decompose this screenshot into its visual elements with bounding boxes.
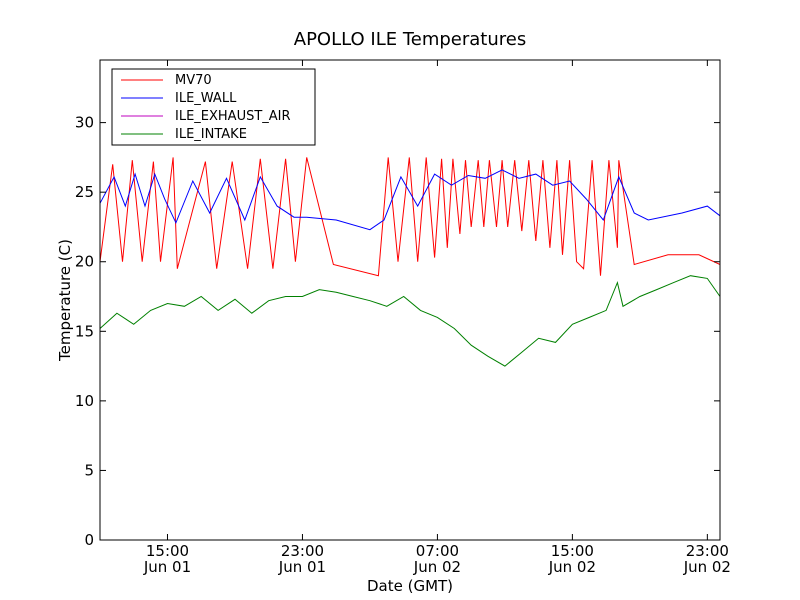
y-tick-label: 10 <box>75 392 94 410</box>
y-tick-label: 15 <box>75 322 94 340</box>
y-tick-label: 30 <box>75 114 94 132</box>
y-tick-label: 5 <box>84 461 94 479</box>
legend-label: ILE_WALL <box>175 91 237 106</box>
legend-label: MV70 <box>175 73 212 88</box>
x-tick-label: 23:00 <box>686 542 729 560</box>
x-axis-label: Date (GMT) <box>367 577 453 595</box>
y-axis-label: Temperature (C) <box>56 239 74 362</box>
x-tick-label: 15:00 <box>146 542 189 560</box>
series-line-ile-wall <box>99 169 721 231</box>
x-tick-label-date: Jun 02 <box>413 558 461 576</box>
y-tick-label: 20 <box>75 253 94 271</box>
series-line-ile-intake <box>99 275 721 367</box>
x-tick-label: 15:00 <box>551 542 594 560</box>
legend-box <box>111 68 316 146</box>
plot-frame <box>99 59 721 541</box>
legend-label: ILE_INTAKE <box>175 127 247 142</box>
series-layer <box>99 157 721 367</box>
y-tick-label: 25 <box>75 183 94 201</box>
x-tick-label-date: Jun 02 <box>548 558 596 576</box>
x-tick-label-date: Jun 01 <box>143 558 191 576</box>
x-tick-label: 23:00 <box>281 542 324 560</box>
chart-title: APOLLO ILE Temperatures <box>294 29 526 50</box>
y-tick-label: 0 <box>84 531 94 549</box>
legend-label: ILE_EXHAUST_AIR <box>175 109 291 124</box>
x-tick-label-date: Jun 02 <box>683 558 731 576</box>
x-tick-label-date: Jun 01 <box>278 558 326 576</box>
series-line-mv70 <box>99 157 721 277</box>
legend: MV70 ILE_WALL ILE_EXHAUST_AIR ILE_INTAKE <box>111 68 316 146</box>
x-tick-label: 07:00 <box>416 542 459 560</box>
